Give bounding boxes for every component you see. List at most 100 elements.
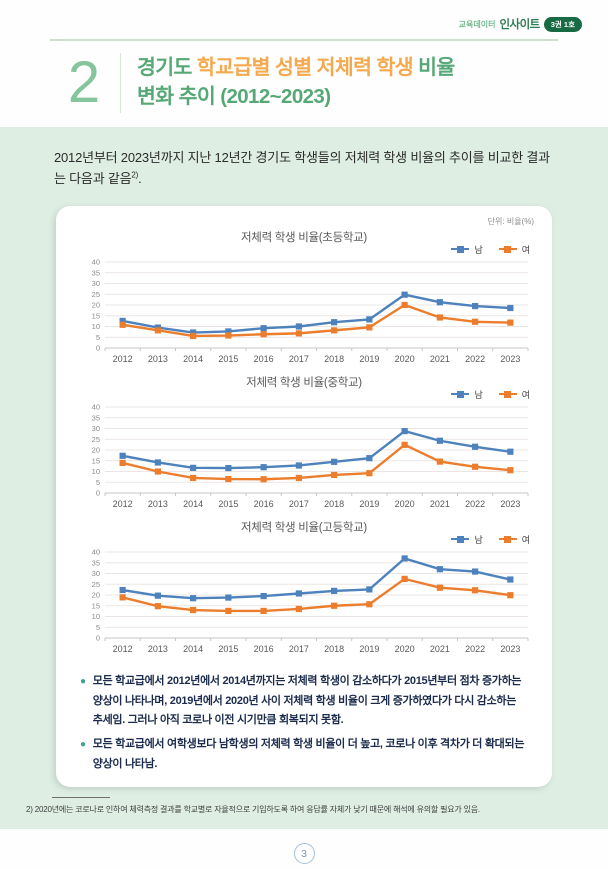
bullet-text: 모든 학교급에서 여학생보다 남학생의 저체력 학생 비율이 더 높고, 코로나… xyxy=(92,738,525,771)
chart-legend: 남 여 xyxy=(72,533,536,546)
chart-high: 저체력 학생 비율(고등학교) 남 여 0 5 10 15 20 25 30 35 40 2012… xyxy=(72,519,536,662)
svg-text:25: 25 xyxy=(92,580,100,589)
title-part-green: 경기도 xyxy=(137,56,197,80)
male-series-marker-icon xyxy=(451,390,470,399)
list-item: ● 모든 학교급에서 2012년에서 2014년까지는 저체력 학생이 감소하다가… xyxy=(80,672,528,731)
bullet-text: 모든 학교급에서 2012년에서 2014년까지는 저체력 학생이 감소하다가 … xyxy=(92,674,522,727)
svg-text:25: 25 xyxy=(92,290,100,299)
svg-text:5: 5 xyxy=(96,623,100,632)
svg-text:2019: 2019 xyxy=(359,354,379,364)
female-series-marker-icon xyxy=(498,535,517,544)
page-header: 교육데이터 인사이트 3권 1호 2 경기도 학교급별 성별 저체력 학생 비율… xyxy=(0,0,608,113)
svg-text:2018: 2018 xyxy=(324,354,344,364)
page-number: 3 xyxy=(293,842,315,864)
legend-item-male: 남 xyxy=(451,243,483,256)
svg-text:30: 30 xyxy=(92,279,100,288)
legend-label: 남 xyxy=(474,244,483,255)
footnote-divider xyxy=(52,796,110,798)
issue-badge: 3권 1호 xyxy=(543,16,582,32)
svg-text:25: 25 xyxy=(92,435,100,444)
svg-text:2012: 2012 xyxy=(113,644,133,654)
title-row: 2 경기도 학교급별 성별 저체력 학생 비율 변화 추이 (2012~2023) xyxy=(58,53,608,113)
svg-text:2017: 2017 xyxy=(289,644,309,654)
chart-title: 저체력 학생 비율(고등학교) xyxy=(241,521,367,534)
legend-item-male: 남 xyxy=(451,533,483,546)
svg-text:2019: 2019 xyxy=(359,644,379,654)
legend-label: 여 xyxy=(521,534,530,545)
svg-text:40: 40 xyxy=(92,547,100,556)
svg-text:2015: 2015 xyxy=(218,499,238,509)
chart-title: 저체력 학생 비율(초등학교) xyxy=(241,231,367,244)
chart-legend: 남 여 xyxy=(72,243,536,256)
male-series-marker-icon xyxy=(451,535,470,544)
legend-item-female: 여 xyxy=(498,243,530,256)
svg-text:2020: 2020 xyxy=(395,499,415,509)
legend-label: 여 xyxy=(521,244,530,255)
svg-text:5: 5 xyxy=(96,478,100,487)
svg-text:2018: 2018 xyxy=(324,499,344,509)
chart-middle: 저체력 학생 비율(중학교) 남 여 0 5 10 15 20 25 30 35 40 2012 2… xyxy=(72,374,536,517)
chart-legend: 남 여 xyxy=(72,388,536,401)
svg-text:2014: 2014 xyxy=(183,354,203,364)
svg-text:35: 35 xyxy=(92,268,100,277)
svg-text:2016: 2016 xyxy=(254,644,274,654)
svg-text:5: 5 xyxy=(96,333,100,342)
brand-title: 인사이트 xyxy=(499,19,540,31)
svg-text:2022: 2022 xyxy=(465,644,485,654)
svg-text:2012: 2012 xyxy=(113,499,133,509)
svg-text:2016: 2016 xyxy=(254,354,274,364)
svg-text:2015: 2015 xyxy=(218,354,238,364)
findings-list: ● 모든 학교급에서 2012년에서 2014년까지는 저체력 학생이 감소하다가… xyxy=(72,672,536,775)
svg-text:2021: 2021 xyxy=(430,644,450,654)
chart-elementary: 저체력 학생 비율(초등학교) 남 여 0 5 10 15 20 25 30 35 40 2012… xyxy=(72,229,536,372)
legend-item-female: 여 xyxy=(498,533,530,546)
svg-text:0: 0 xyxy=(96,488,100,497)
svg-text:2014: 2014 xyxy=(183,644,203,654)
svg-text:40: 40 xyxy=(92,402,100,411)
svg-text:15: 15 xyxy=(92,601,100,610)
svg-text:2022: 2022 xyxy=(465,354,485,364)
title-vertical-divider xyxy=(120,53,121,113)
list-item: ● 모든 학교급에서 여학생보다 남학생의 저체력 학생 비율이 더 높고, 코로… xyxy=(80,735,528,775)
svg-text:2013: 2013 xyxy=(148,644,168,654)
brand-subtitle: 교육데이터 xyxy=(458,19,496,29)
svg-text:20: 20 xyxy=(92,445,100,454)
chart-title: 저체력 학생 비율(중학교) xyxy=(246,376,362,389)
svg-text:2021: 2021 xyxy=(430,499,450,509)
svg-text:2020: 2020 xyxy=(395,354,415,364)
title-part-green2: 비율 xyxy=(413,56,455,80)
svg-text:10: 10 xyxy=(92,467,100,476)
svg-text:2018: 2018 xyxy=(324,644,344,654)
footnote-reference: 2) xyxy=(131,171,139,181)
legend-label: 남 xyxy=(474,534,483,545)
svg-text:2023: 2023 xyxy=(500,354,520,364)
svg-text:2019: 2019 xyxy=(359,499,379,509)
content-section: 2012년부터 2023년까지 지난 12년간 경기도 학생들의 저체력 학생 … xyxy=(0,127,608,829)
svg-text:2021: 2021 xyxy=(430,354,450,364)
svg-text:2014: 2014 xyxy=(183,499,203,509)
svg-text:30: 30 xyxy=(92,569,100,578)
legend-item-female: 여 xyxy=(498,388,530,401)
bullet-icon: ● xyxy=(80,739,86,751)
title-part-orange: 학교급별 성별 저체력 학생 xyxy=(196,56,414,80)
female-series-marker-icon xyxy=(498,390,517,399)
svg-text:2016: 2016 xyxy=(254,499,274,509)
svg-text:15: 15 xyxy=(92,456,100,465)
page-footer: 3 xyxy=(0,828,608,864)
svg-text:10: 10 xyxy=(92,322,100,331)
svg-text:40: 40 xyxy=(92,257,100,266)
svg-text:2012: 2012 xyxy=(113,354,133,364)
svg-text:2017: 2017 xyxy=(289,499,309,509)
legend-label: 여 xyxy=(521,389,530,400)
svg-text:2023: 2023 xyxy=(500,644,520,654)
header-divider xyxy=(50,39,558,41)
intro-text: 2012년부터 2023년까지 지난 12년간 경기도 학생들의 저체력 학생 … xyxy=(54,150,550,187)
intro-period: . xyxy=(138,171,142,187)
svg-text:2013: 2013 xyxy=(148,354,168,364)
title-line2: 변화 추이 (2012~2023) xyxy=(137,85,331,108)
female-series-marker-icon xyxy=(498,245,517,254)
